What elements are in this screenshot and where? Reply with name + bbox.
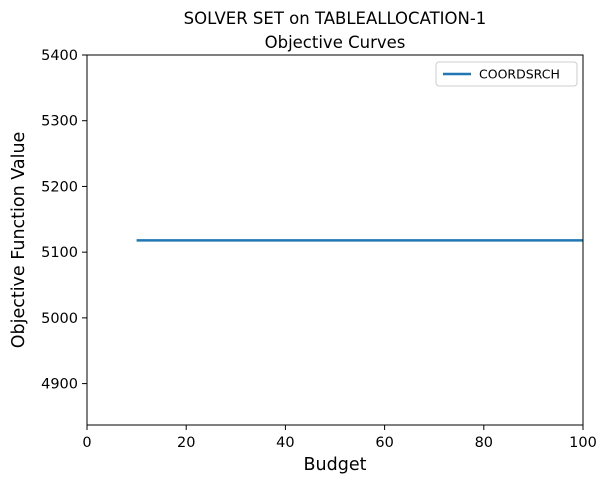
y-tick-label: 5100 [41,245,78,261]
plot-frame [86,54,584,426]
y-axis-label: Objective Function Value [9,132,29,349]
chart-title: SOLVER SET on TABLEALLOCATION-1 [184,9,487,28]
y-tick-label: 5300 [41,114,78,130]
x-tick-label: 40 [276,435,294,451]
y-axis: 4900 5000 5100 5200 5300 5400 [41,48,87,393]
x-axis: 0 20 40 60 80 100 [82,425,597,451]
chart-subtitle: Objective Curves [265,33,406,52]
x-tick-label: 100 [569,435,597,451]
legend-box [435,61,578,87]
legend-label: COORDSRCH [479,67,560,82]
legend: COORDSRCH [435,61,578,87]
x-tick-label: 0 [82,435,91,451]
x-tick-label: 60 [375,435,393,451]
y-tick-label: 4900 [41,377,78,393]
x-tick-label: 20 [177,435,195,451]
x-tick-label: 80 [475,435,493,451]
y-tick-label: 5400 [41,48,78,64]
y-tick-label: 5000 [41,311,78,327]
x-axis-label: Budget [304,455,367,475]
y-tick-label: 5200 [41,179,78,195]
